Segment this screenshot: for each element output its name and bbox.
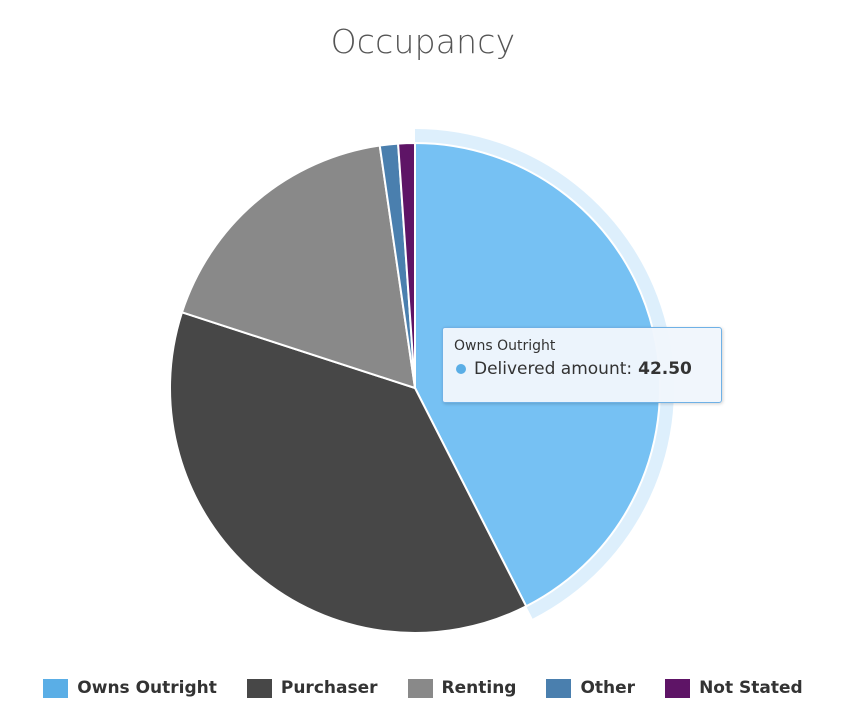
legend-item-not-stated[interactable]: Not Stated xyxy=(665,678,803,698)
tooltip-value: 42.50 xyxy=(638,359,692,379)
legend-swatch xyxy=(546,678,572,698)
legend-label: Not Stated xyxy=(699,678,803,698)
legend-label: Other xyxy=(580,678,636,698)
legend-swatch xyxy=(407,678,433,698)
tooltip: Owns Outright Delivered amount: 42.50 xyxy=(442,327,722,403)
chart-legend: Owns Outright Purchaser Renting Other Not St… xyxy=(0,678,846,698)
legend-item-renting[interactable]: Renting xyxy=(407,678,517,698)
tooltip-series-dot xyxy=(456,364,466,374)
legend-swatch xyxy=(43,678,69,698)
legend-label: Owns Outright xyxy=(77,678,217,698)
pie-slice-not-stated[interactable] xyxy=(397,142,416,389)
tooltip-row: Delivered amount: 42.50 xyxy=(454,359,710,379)
pie-slice-purchaser[interactable] xyxy=(169,311,528,635)
tooltip-series-label: Delivered amount: xyxy=(474,359,633,379)
pie-slice-renting[interactable] xyxy=(180,144,416,389)
legend-item-owns-outright[interactable]: Owns Outright xyxy=(43,678,217,698)
legend-label: Renting xyxy=(441,678,517,698)
tooltip-header: Owns Outright xyxy=(454,338,556,354)
legend-swatch xyxy=(665,678,691,698)
chart-title: Occupancy xyxy=(330,22,516,61)
legend-item-purchaser[interactable]: Purchaser xyxy=(246,678,378,698)
legend-swatch xyxy=(246,678,272,698)
legend-item-other[interactable]: Other xyxy=(546,678,635,698)
legend-label: Purchaser xyxy=(280,678,378,698)
